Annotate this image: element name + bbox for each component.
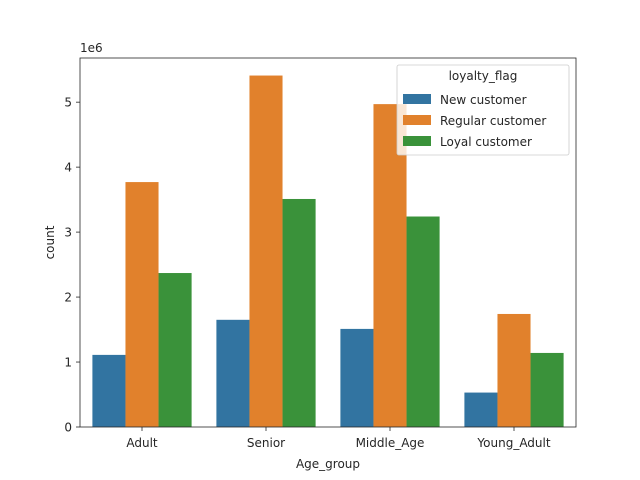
bar	[497, 313, 531, 427]
bars-group	[92, 75, 564, 427]
bar	[216, 319, 250, 427]
y-axis-label: count	[43, 225, 57, 259]
y-tick-label: 2	[64, 291, 72, 305]
bar	[373, 104, 407, 427]
legend-items: New customer Regular customer Loyal custom…	[403, 93, 546, 149]
y-tick-label: 1	[64, 356, 72, 370]
legend: loyalty_flag New customer Regular custome…	[396, 64, 570, 156]
x-axis-label: Age_group	[296, 457, 360, 471]
y-axis-ticks: 0 1 2 3 4 5	[64, 96, 80, 435]
bar	[125, 182, 159, 427]
y-tick-label: 0	[64, 421, 72, 435]
bar	[406, 216, 440, 427]
bar	[249, 75, 283, 427]
bar	[530, 352, 564, 427]
y-tick-label: 5	[64, 96, 72, 110]
plot-frame	[79, 57, 577, 428]
legend-box	[396, 64, 570, 156]
y-tick-label: 3	[64, 226, 72, 240]
x-tick-label: Senior	[247, 436, 285, 450]
bar	[92, 354, 126, 427]
legend-swatch	[403, 94, 431, 104]
x-tick-label: Young_Adult	[476, 436, 550, 450]
x-axis-ticks: Adult Senior Middle_Age Young_Adult	[126, 427, 551, 450]
legend-label: Loyal customer	[440, 135, 532, 149]
legend-label: Regular customer	[440, 114, 546, 128]
legend-swatch	[403, 136, 431, 146]
bar	[282, 198, 316, 427]
x-tick-label: Middle_Age	[356, 436, 425, 450]
legend-title: loyalty_flag	[449, 69, 518, 83]
bar	[464, 392, 498, 427]
bar	[340, 328, 374, 427]
y-tick-label: 4	[64, 161, 72, 175]
legend-label: New customer	[440, 93, 527, 107]
x-tick-label: Adult	[126, 436, 158, 450]
legend-swatch	[403, 115, 431, 125]
y-axis-offset-text: 1e6	[80, 41, 103, 55]
bar	[158, 273, 192, 427]
